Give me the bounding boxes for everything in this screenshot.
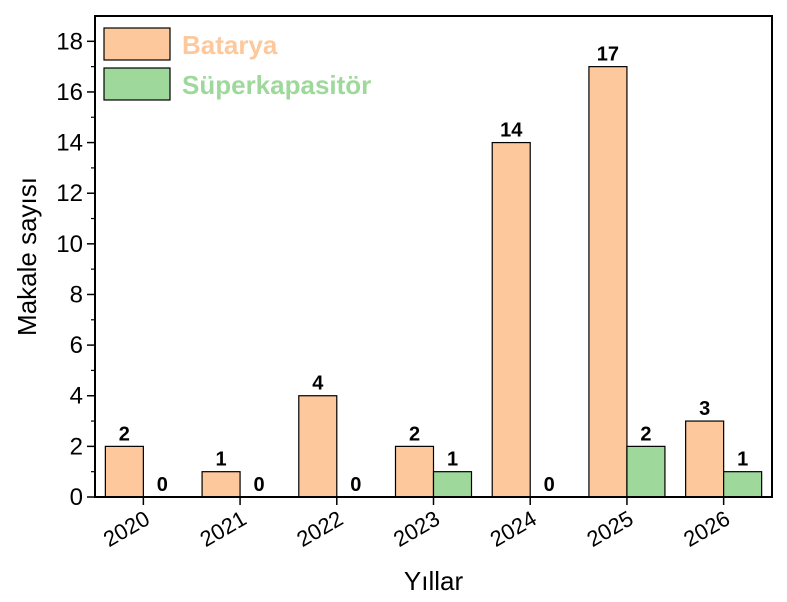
bar-batarya-2020	[104, 445, 144, 498]
x-axis: 2020 2021 2022 2023 2024 2025 2026	[99, 497, 734, 552]
y-tick-label-16: 16	[56, 79, 83, 106]
legend-swatch-batarya	[103, 27, 171, 61]
legend: Batarya Süperkapasitör	[103, 27, 371, 101]
data-label-batarya-2025: 17	[597, 44, 619, 66]
y-axis: 0 2 4 6 8 10 12 14 16 18	[56, 28, 95, 511]
bar-s-perkapasit-r-2023	[432, 471, 473, 498]
data-label-batarya-2023: 2	[409, 423, 420, 445]
bar-batarya-2024	[491, 141, 531, 498]
bar-batarya-2021	[201, 471, 241, 498]
x-tick-label-2024: 2024	[486, 506, 541, 552]
y-tick-label-2: 2	[70, 433, 83, 460]
data-label-s-perkapasit-r-2026: 1	[737, 449, 748, 471]
data-label-batarya-2020: 2	[119, 423, 130, 445]
bar-batarya-2022	[298, 395, 338, 498]
bar-s-perkapasit-r-2026	[723, 471, 763, 498]
y-tick-label-18: 18	[56, 28, 83, 55]
data-label-s-perkapasit-r-2023: 1	[447, 449, 458, 471]
x-tick-label-2026: 2026	[679, 506, 734, 552]
x-tick-label-2023: 2023	[389, 506, 444, 552]
data-label-batarya-2021: 1	[216, 449, 227, 471]
bar-batarya-2026	[685, 420, 725, 498]
legend-swatch-s-perkapasit-r	[103, 67, 171, 101]
x-tick-label-2025: 2025	[583, 506, 638, 552]
bars-layer	[104, 66, 763, 498]
y-tick-label-8: 8	[70, 281, 83, 308]
x-tick-label-2021: 2021	[196, 506, 251, 552]
data-labels-layer: 2 0 1 0 4 0 2 1 14 0 17 2 3 1	[119, 44, 748, 496]
data-label-s-perkapasit-r-2021: 0	[254, 474, 265, 496]
x-tick-label-2020: 2020	[99, 506, 154, 552]
y-tick-label-12: 12	[56, 180, 83, 207]
x-tick-label-2022: 2022	[292, 506, 347, 552]
data-label-s-perkapasit-r-2025: 2	[640, 423, 651, 445]
y-tick-label-6: 6	[70, 332, 83, 359]
y-tick-label-10: 10	[56, 231, 83, 258]
y-tick-label-0: 0	[70, 484, 83, 511]
y-tick-label-4: 4	[70, 383, 83, 410]
data-label-s-perkapasit-r-2022: 0	[350, 474, 361, 496]
data-label-batarya-2024: 14	[500, 120, 523, 142]
data-label-s-perkapasit-r-2024: 0	[544, 474, 555, 496]
x-axis-title: Yıllar	[404, 566, 464, 596]
y-axis-title: Makale sayısı	[12, 177, 42, 336]
bar-batarya-2025	[588, 66, 628, 498]
data-label-batarya-2022: 4	[312, 373, 324, 395]
legend-label-batarya: Batarya	[182, 30, 278, 60]
data-label-batarya-2026: 3	[699, 398, 710, 420]
bar-s-perkapasit-r-2025	[626, 445, 666, 498]
data-label-s-perkapasit-r-2020: 0	[157, 474, 168, 496]
bar-batarya-2023	[394, 445, 435, 498]
y-tick-label-14: 14	[56, 130, 83, 157]
legend-label-s-perkapasit-r: Süperkapasitör	[182, 70, 371, 100]
